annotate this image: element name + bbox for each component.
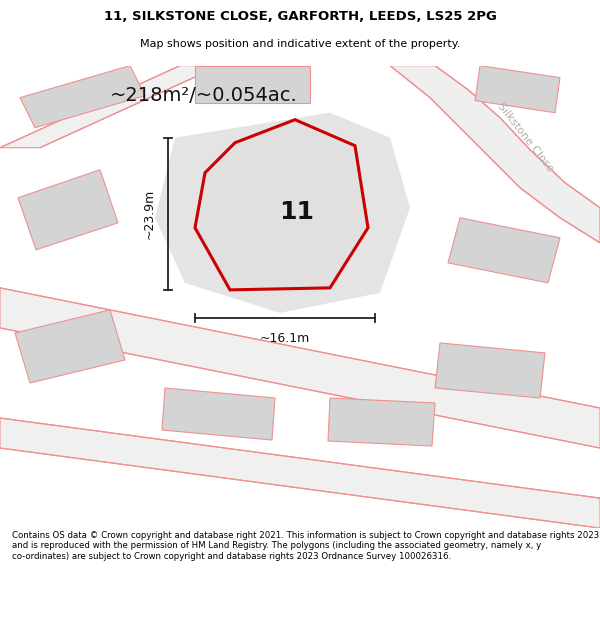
Text: Contains OS data © Crown copyright and database right 2021. This information is : Contains OS data © Crown copyright and d… [12, 531, 599, 561]
Polygon shape [15, 310, 125, 383]
Text: Map shows position and indicative extent of the property.: Map shows position and indicative extent… [140, 39, 460, 49]
Polygon shape [0, 418, 600, 528]
Polygon shape [435, 343, 545, 398]
Polygon shape [0, 66, 220, 148]
Polygon shape [18, 170, 118, 250]
Text: Silkstone Close: Silkstone Close [495, 101, 555, 174]
Text: ~23.9m: ~23.9m [143, 189, 156, 239]
Polygon shape [328, 398, 435, 446]
Text: ~218m²/~0.054ac.: ~218m²/~0.054ac. [110, 86, 298, 105]
Polygon shape [195, 66, 310, 102]
Polygon shape [0, 288, 600, 448]
Polygon shape [448, 217, 560, 283]
Polygon shape [155, 112, 410, 313]
Polygon shape [390, 66, 600, 243]
Text: 11, SILKSTONE CLOSE, GARFORTH, LEEDS, LS25 2PG: 11, SILKSTONE CLOSE, GARFORTH, LEEDS, LS… [104, 10, 496, 23]
Text: ~16.1m: ~16.1m [260, 332, 310, 345]
Polygon shape [162, 388, 275, 440]
Text: 11: 11 [279, 200, 314, 224]
Polygon shape [195, 119, 368, 290]
Polygon shape [475, 66, 560, 112]
Polygon shape [20, 66, 145, 128]
